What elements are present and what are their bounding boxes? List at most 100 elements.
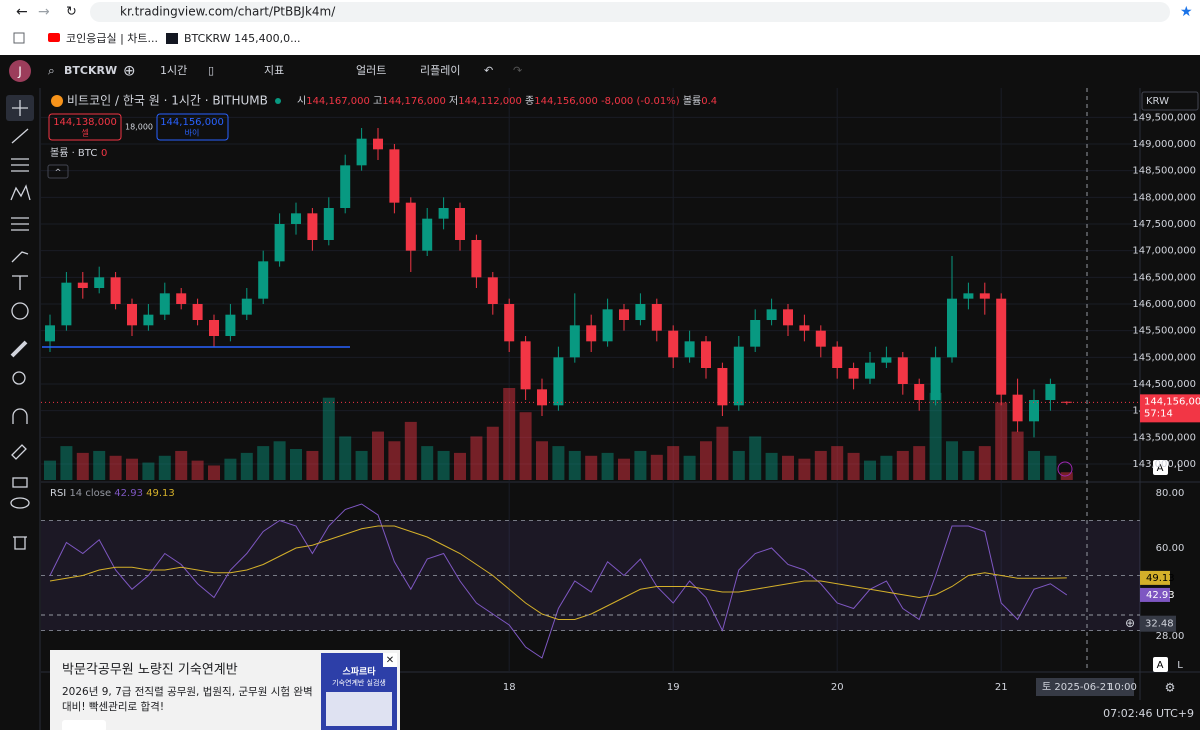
legend-value: 144,156,000 <box>534 96 598 107</box>
auto-scale[interactable] <box>1153 657 1168 672</box>
collapse-legend[interactable] <box>47 164 69 179</box>
volume-bar <box>716 426 729 480</box>
currency-select[interactable] <box>1141 91 1199 111</box>
rsi-value: 42.93 <box>114 488 143 499</box>
y-tick-label: 148,000,000 <box>1132 192 1196 203</box>
ad-close[interactable] <box>383 653 397 667</box>
candle-body <box>225 314 236 336</box>
ad-image-text: 스파르타 <box>342 666 376 678</box>
candle-body <box>897 357 908 384</box>
volume-bar <box>929 392 942 480</box>
candle-body <box>258 261 269 299</box>
ad-button[interactable] <box>62 720 106 730</box>
chart-type[interactable]: ▯ <box>208 64 214 77</box>
volume-bar <box>601 452 614 480</box>
volume-bar <box>798 458 811 480</box>
auto-scale[interactable] <box>1153 460 1168 475</box>
candle-body <box>274 224 285 262</box>
indicators[interactable]: 지표 <box>264 64 284 77</box>
bookmark[interactable]: BTCKRW 145,400,0... <box>184 32 301 45</box>
y-tick-label: 146,000,000 <box>1132 299 1196 310</box>
y-tick-label: 143,500,000 <box>1132 432 1196 443</box>
ad-body: 2026년 9, 7급 전직렬 공무원, 법원직, 군무원 시험 완벽 <box>62 685 313 698</box>
candle-body <box>487 277 498 304</box>
chart-title: 비트코인 / 한국 원 · 1시간 · BITHUMB <box>67 94 268 108</box>
bookmark[interactable]: 코인응급실 | 차트... <box>66 32 158 45</box>
magnet-tool[interactable] <box>12 408 28 424</box>
volume-bar <box>158 455 171 480</box>
candle-body <box>717 368 728 406</box>
candle-body <box>291 213 301 224</box>
hide-tool[interactable] <box>10 497 30 509</box>
candle-body <box>520 341 531 390</box>
volume-bar <box>44 460 56 480</box>
undo[interactable]: ↶ <box>484 64 493 77</box>
replay[interactable]: 리플레이 <box>420 64 460 77</box>
legend-label: 저 <box>449 95 458 107</box>
top-toolbar <box>0 55 1200 88</box>
volume-bar <box>257 446 270 480</box>
crosshair-tool[interactable] <box>12 100 28 116</box>
avatar[interactable] <box>9 60 31 82</box>
zoom-tool[interactable] <box>12 371 26 385</box>
interval[interactable]: 1시간 <box>160 64 187 77</box>
trash-tool[interactable] <box>13 536 27 550</box>
crosshair-date-box <box>1036 678 1134 696</box>
back-button[interactable]: ← <box>16 4 28 20</box>
redo[interactable]: ↷ <box>513 64 522 77</box>
forward-button[interactable]: → <box>38 4 50 20</box>
apps-icon[interactable] <box>13 32 25 44</box>
log-scale-button[interactable]: L <box>1177 463 1183 474</box>
trendline-tool[interactable] <box>11 128 29 144</box>
candle-body <box>537 389 547 406</box>
rsi-legend: RSI 14 close 42.93 49.13 <box>50 488 175 499</box>
emoji-tool[interactable] <box>11 302 29 320</box>
projection-tool[interactable] <box>11 217 29 231</box>
candle-body <box>815 330 826 347</box>
volume-bar <box>847 452 860 480</box>
currency: KRW <box>1146 96 1169 107</box>
buy-price: 144,156,000 <box>160 117 224 128</box>
candle-body <box>881 357 892 363</box>
settings-icon[interactable]: ⚙ <box>1165 681 1176 695</box>
volume-bar <box>142 462 155 480</box>
log-scale-button[interactable]: L <box>1177 660 1183 671</box>
lock-tool[interactable] <box>12 477 28 488</box>
volume-bar <box>814 450 827 480</box>
candle-body <box>684 341 695 358</box>
flash-icon[interactable] <box>1057 461 1073 477</box>
add-symbol[interactable]: ⊕ <box>123 62 136 80</box>
reload-button[interactable]: ↻ <box>66 5 77 20</box>
candle-body <box>979 293 990 299</box>
tool-icons <box>6 95 34 550</box>
volume-bar <box>536 441 548 480</box>
candle-body <box>602 309 613 342</box>
y-tick-label: 146,500,000 <box>1132 272 1196 283</box>
last-price-badge <box>1140 394 1200 423</box>
buy-button[interactable] <box>156 113 229 141</box>
brush-tool[interactable] <box>11 251 29 263</box>
text-tool[interactable] <box>12 275 28 290</box>
candle-body <box>422 218 433 251</box>
volume-bar <box>60 446 73 480</box>
fib-tool[interactable] <box>11 158 29 172</box>
volume-bar <box>76 452 89 480</box>
symbol[interactable]: BTCKRW <box>64 64 117 77</box>
candle-body <box>45 325 55 342</box>
rsi-tick-label: 80.00 <box>1156 488 1185 499</box>
sell-button[interactable] <box>48 113 122 141</box>
pattern-tool[interactable] <box>10 184 31 201</box>
ruler-tool[interactable] <box>10 340 28 358</box>
candle-body <box>1029 400 1039 422</box>
volume-bar <box>946 441 958 480</box>
bookmark-star[interactable]: ★ <box>1180 4 1193 20</box>
address-bar[interactable] <box>90 2 1170 22</box>
volume-bar <box>109 455 122 480</box>
candle-body <box>1045 384 1056 400</box>
auto-scale-label: A <box>1157 463 1164 474</box>
legend-label: 종 <box>525 95 534 107</box>
alert[interactable]: 얼러트 <box>356 63 386 77</box>
lock-drawings[interactable] <box>11 444 27 460</box>
volume-bar <box>700 441 712 480</box>
